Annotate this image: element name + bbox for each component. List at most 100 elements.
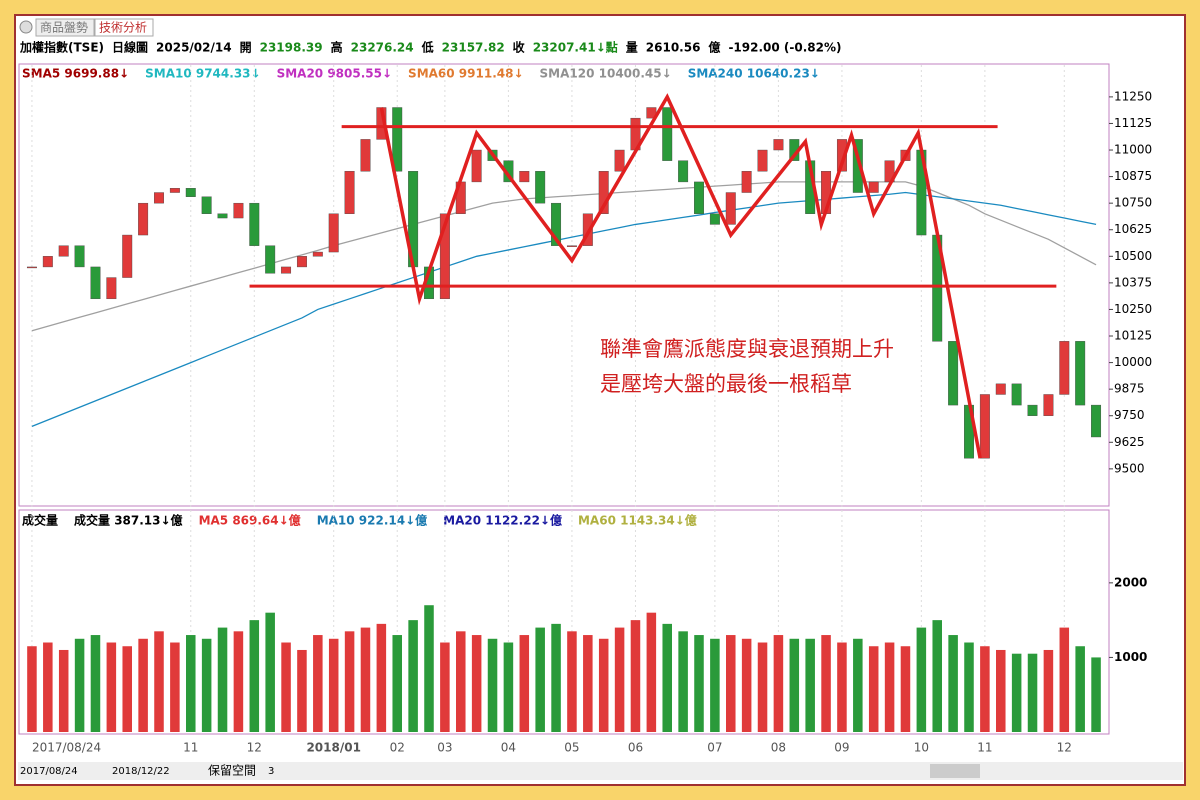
price-panel xyxy=(18,63,1110,507)
candle xyxy=(582,213,593,246)
candle xyxy=(1075,341,1086,406)
candle xyxy=(598,171,609,214)
legend-item: SMA120 10400.45↓ xyxy=(540,67,672,81)
x-tick-label: 12 xyxy=(1057,741,1072,755)
volume-bar xyxy=(694,635,704,732)
volume-bar xyxy=(519,635,530,732)
candle xyxy=(42,256,53,268)
legend-item: 量 xyxy=(626,41,638,55)
volume-bar xyxy=(440,642,450,732)
volume-bar xyxy=(1043,649,1054,732)
annotation: 是壓垮大盤的最後一根稻草 xyxy=(600,372,852,396)
candle xyxy=(662,107,673,161)
toolbar xyxy=(18,762,1183,780)
volume-bar xyxy=(1091,657,1101,732)
legend-item: MA60 1143.34↓億 xyxy=(578,513,697,528)
legend-item: 億 xyxy=(708,40,720,55)
volume-bar xyxy=(805,638,815,732)
volume-bar xyxy=(757,642,768,732)
tab-label[interactable]: 商品盤勢 xyxy=(40,20,88,35)
candle xyxy=(26,266,37,269)
candle xyxy=(344,171,355,214)
volume-bar xyxy=(424,605,434,732)
legend-item: SMA60 9911.48↓ xyxy=(408,67,523,81)
tab-label[interactable]: 技術分析 xyxy=(99,21,147,35)
candle xyxy=(694,181,704,214)
legend-item: SMA10 9744.33↓ xyxy=(145,67,260,81)
date-from[interactable]: 2017/08/24 xyxy=(20,766,78,777)
legend-item: MA10 922.14↓億 xyxy=(317,513,427,528)
y-tick-label: 9500 xyxy=(1114,461,1145,475)
x-tick-label: 10 xyxy=(914,741,929,755)
candle xyxy=(217,213,228,219)
legend-item: 2025/02/14 xyxy=(156,41,232,55)
candle xyxy=(741,171,752,193)
y-tick-label: 1000 xyxy=(1114,650,1147,664)
x-tick-label: 2018/01 xyxy=(306,741,360,755)
candle xyxy=(852,139,863,193)
legend-item: 2610.56 xyxy=(646,41,701,55)
candle xyxy=(312,251,323,257)
volume-bar xyxy=(503,642,514,732)
volume-bar xyxy=(932,620,942,732)
volume-bar xyxy=(821,635,831,732)
volume-bar xyxy=(154,631,164,732)
candle xyxy=(106,277,117,300)
candle xyxy=(169,188,180,193)
date-to[interactable]: 2018/12/22 xyxy=(112,766,170,777)
candle xyxy=(836,139,847,172)
candle xyxy=(249,202,260,246)
legend-item: 23157.82 xyxy=(442,41,505,55)
volume-bar xyxy=(1027,653,1038,732)
volume-bar xyxy=(598,638,609,732)
y-tick-label: 10000 xyxy=(1114,355,1152,369)
volume-bar xyxy=(614,627,625,732)
candle xyxy=(360,139,371,172)
volume-bar xyxy=(567,631,577,732)
candle xyxy=(1043,394,1054,416)
volume-bar xyxy=(551,623,561,732)
volume-bar xyxy=(138,638,148,732)
volume-bar xyxy=(996,649,1006,732)
x-tick-label: 09 xyxy=(834,741,849,755)
candle xyxy=(233,202,244,219)
candle xyxy=(471,149,482,183)
volume-bar xyxy=(186,635,196,732)
volume-bar xyxy=(408,620,418,732)
y-tick-label: 2000 xyxy=(1114,575,1147,589)
volume-bar xyxy=(217,627,228,732)
candle xyxy=(614,149,625,172)
volume-bar xyxy=(74,638,85,732)
candle xyxy=(519,171,530,183)
x-tick-label: 04 xyxy=(501,741,516,755)
candle xyxy=(995,383,1006,395)
volume-bar xyxy=(948,635,958,732)
reserve-value[interactable]: 3 xyxy=(268,766,274,777)
candle xyxy=(122,234,133,278)
volume-bar xyxy=(853,638,863,732)
candle xyxy=(948,341,959,406)
x-tick-label: 03 xyxy=(437,741,452,755)
volume-bar xyxy=(535,627,545,732)
candle xyxy=(154,192,164,204)
y-tick-label: 10375 xyxy=(1114,275,1152,289)
tab[interactable] xyxy=(35,18,95,37)
volume-bar xyxy=(313,635,323,732)
scrollbar[interactable] xyxy=(930,764,980,778)
candle xyxy=(90,266,101,300)
menu-button[interactable] xyxy=(19,20,33,34)
volume-bar xyxy=(710,638,720,732)
volume-bar xyxy=(741,638,752,732)
candle xyxy=(392,107,403,172)
volume-bar xyxy=(27,646,37,732)
tab[interactable] xyxy=(94,18,154,37)
candle xyxy=(138,202,149,236)
y-tick-label: 10750 xyxy=(1114,196,1152,210)
legend-item: SMA20 9805.55↓ xyxy=(277,67,392,81)
volume-bar xyxy=(789,638,800,732)
volume-bar xyxy=(884,642,895,732)
legend-item: 日線圖 xyxy=(112,40,148,55)
volume-bar xyxy=(487,638,498,732)
volume-bar xyxy=(328,638,339,732)
volume-bar xyxy=(1075,646,1085,732)
